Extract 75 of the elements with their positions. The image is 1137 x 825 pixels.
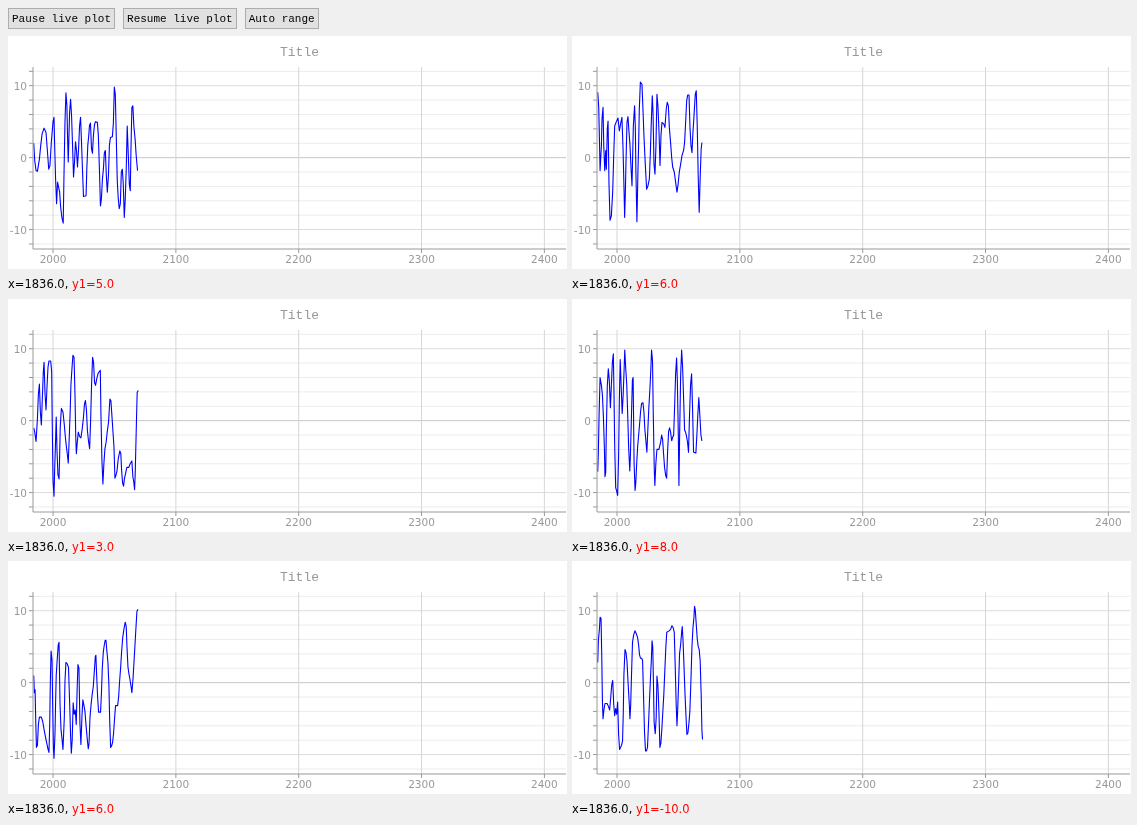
x-tick-label: 2400	[1095, 515, 1122, 528]
text: y1=6.0	[68, 802, 115, 816]
x-tick-label: 2400	[1095, 778, 1122, 790]
line-series	[33, 354, 139, 497]
x-tick-label: 2300	[972, 253, 999, 265]
text: y1=3.0	[68, 539, 115, 554]
x-tick-label: 2200	[849, 778, 877, 790]
x-tick-label: 2400	[531, 778, 558, 790]
chart-title: Title	[279, 45, 320, 60]
y-tick-label: 10	[577, 79, 591, 92]
text: x=1836.0,	[572, 802, 633, 816]
y-tick-label: -10	[9, 748, 27, 761]
y-tick-label: 0	[20, 676, 27, 689]
x-tick-label: 2300	[408, 778, 435, 790]
chart-title: Title	[279, 307, 320, 323]
y-tick-label: 10	[13, 79, 27, 92]
chart-title: Title	[843, 570, 884, 585]
x-tick-label: 2100	[726, 515, 754, 528]
x-tick-label: 2300	[408, 515, 435, 528]
x-tick-label: 2100	[726, 778, 754, 790]
x-tick-label: 2000	[603, 253, 631, 265]
y-tick-label: 10	[577, 604, 591, 617]
x-tick-label: 2100	[162, 253, 190, 265]
text: x=1836.0,	[572, 277, 633, 291]
text: y1=6.0	[632, 277, 679, 291]
y-tick-label: -10	[573, 223, 591, 236]
y-tick-label: -10	[9, 223, 27, 236]
x-tick-label: 2300	[408, 253, 435, 265]
text: x=1836.0,	[572, 539, 633, 554]
y-tick-label: 0	[20, 414, 27, 427]
line-series	[597, 605, 704, 752]
x-tick-label: 2400	[1095, 253, 1122, 265]
x-tick-label: 2100	[726, 253, 754, 265]
line-series	[33, 86, 139, 224]
text: x=1836.0,	[8, 539, 69, 554]
y-tick-label: 0	[20, 151, 27, 164]
line-series	[33, 608, 139, 759]
x-tick-label: 2300	[972, 515, 999, 528]
y-tick-label: 10	[577, 342, 591, 355]
y-tick-label: 0	[584, 414, 591, 427]
y-tick-label: 10	[13, 604, 27, 617]
x-tick-label: 2200	[849, 253, 877, 265]
x-tick-label: 2000	[39, 778, 67, 790]
x-tick-label: 2400	[531, 515, 558, 528]
x-tick-label: 2100	[162, 515, 190, 528]
chart-title: Title	[279, 570, 320, 585]
y-tick-label: 0	[584, 676, 591, 689]
text: x=1836.0,	[8, 277, 69, 291]
x-tick-label: 2200	[285, 778, 313, 790]
x-tick-label: 2000	[603, 515, 631, 528]
y-tick-label: -10	[573, 748, 591, 761]
x-tick-label: 2000	[603, 778, 631, 790]
x-tick-label: 2200	[285, 515, 313, 528]
text: x=1836.0,	[8, 802, 69, 816]
x-tick-label: 2000	[39, 515, 67, 528]
x-tick-label: 2400	[531, 253, 558, 265]
text: y1=8.0	[632, 539, 679, 554]
y-tick-label: 0	[584, 151, 591, 164]
y-tick-label: -10	[9, 486, 27, 499]
chart-title: Title	[843, 45, 884, 60]
text: Pause live plot	[8, 8, 116, 29]
text: Resume live plot	[123, 8, 237, 29]
text: y1=5.0	[68, 277, 115, 291]
line-series	[597, 81, 703, 223]
x-tick-label: 2200	[285, 253, 313, 265]
x-tick-label: 2200	[849, 515, 877, 528]
x-tick-label: 2000	[39, 253, 67, 265]
text: y1=-10.0	[632, 802, 690, 816]
x-tick-label: 2100	[162, 778, 190, 790]
chart-title: Title	[843, 307, 884, 323]
text: Auto range	[244, 8, 319, 29]
line-series	[597, 349, 703, 496]
y-tick-label: 10	[13, 342, 27, 355]
x-tick-label: 2300	[972, 778, 999, 790]
y-tick-label: -10	[573, 486, 591, 499]
